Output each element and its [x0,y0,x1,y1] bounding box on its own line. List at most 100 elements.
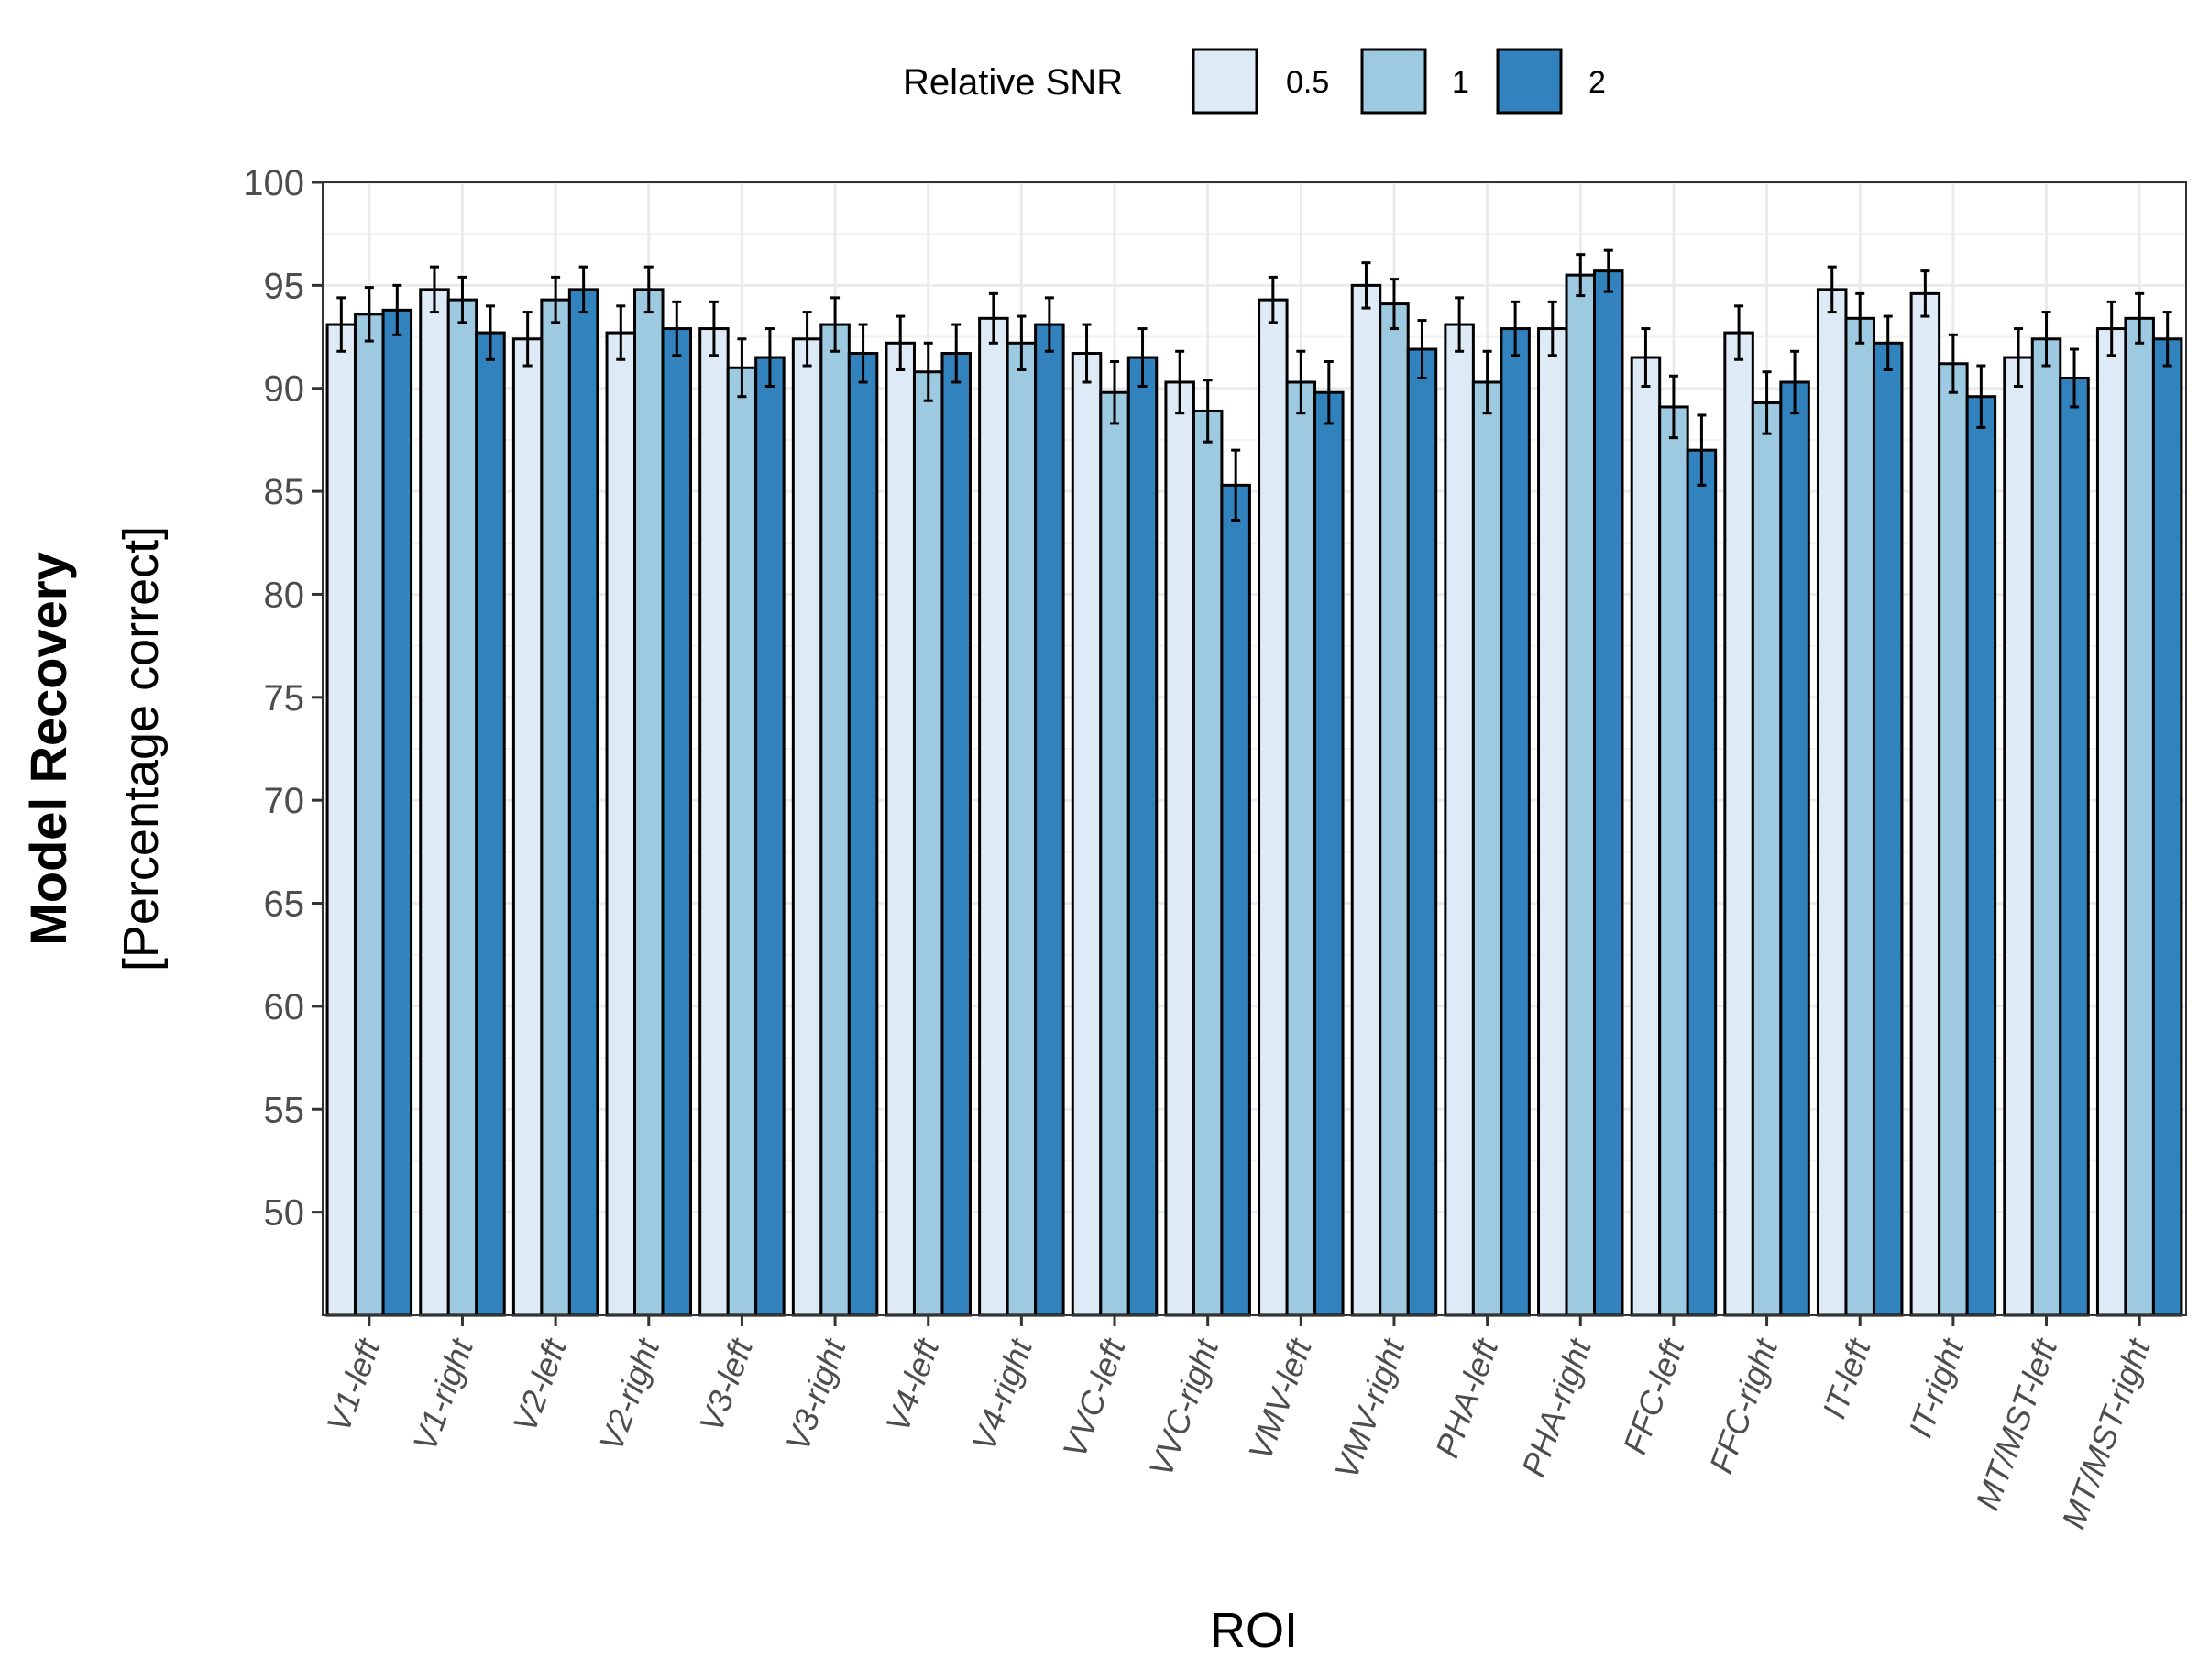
bar [419,288,450,1317]
bar [354,313,385,1317]
y-axis: 50 55 60 65 70 75 80 85 90 95 100 [243,163,323,1234]
bar [1285,380,1317,1317]
bar [1006,341,1038,1317]
error-bars [336,248,2172,522]
bar [1938,362,1969,1317]
bar [1192,409,1224,1317]
x-tick-label: IT-right [1901,1333,1972,1443]
bar [940,352,972,1317]
bar [791,337,823,1317]
x-axis-title: ROI [1210,1603,1298,1658]
x-axis: V1-left V1-right V2-left V2-right V3-left V3-… [319,1315,2158,1533]
bar [1164,380,1195,1317]
bar [819,323,851,1317]
bar [1593,269,1624,1317]
x-tick-label: V3-left [692,1333,761,1437]
legend-label: 0.5 [1286,65,1329,100]
x-tick-label: V2-right [592,1333,667,1455]
x-tick-label: V1-right [405,1333,480,1455]
bar [1350,283,1382,1317]
bar [475,331,506,1317]
legend-key [1496,48,1563,115]
bar [1099,390,1130,1317]
bar [1126,356,1159,1317]
legend-key [1192,48,1258,115]
x-tick-label: V1-left [319,1333,388,1437]
bar [511,337,544,1317]
bar [325,323,357,1317]
x-tick-label: FFC-left [1615,1333,1692,1459]
legend-label: 1 [1452,65,1469,100]
bar [1658,405,1689,1317]
bar [978,316,1009,1317]
bar [912,370,944,1317]
bar [540,298,571,1317]
y-tick-label: 75 [264,678,305,719]
x-tick-label: V2-left [506,1333,575,1437]
bar [1909,291,1941,1317]
y-tick-label: 65 [264,884,305,925]
bar [1471,380,1503,1317]
bar [754,356,786,1317]
bar [1034,323,1065,1317]
bar [1379,302,1410,1317]
legend-title: Relative SNR [903,62,1123,103]
legend-key [1360,48,1427,115]
bar [1630,356,1662,1317]
x-tick-label: IT-left [1815,1333,1879,1423]
bar [2124,316,2155,1317]
legend-label: 2 [1588,65,1606,100]
bar [1723,331,1754,1317]
bar [1872,341,1904,1317]
bar [1751,401,1783,1317]
x-tick-label: VMV-right [1327,1333,1412,1484]
y-tick-label: 100 [243,163,304,203]
bar [1220,483,1251,1317]
y-tick-label: 70 [264,781,305,821]
y-tick-label: 85 [264,472,305,512]
bar [605,331,637,1317]
bar [726,366,758,1317]
bar [2095,327,2127,1317]
y-tick-label: 60 [264,987,305,1027]
x-tick-label: PHA-left [1428,1333,1506,1463]
y-axis-title-main: Model Recovery [19,552,77,946]
y-tick-label: 95 [264,266,305,306]
bar [885,341,916,1317]
bar [1258,298,1289,1317]
bar [2003,356,2034,1317]
bar [847,352,879,1317]
bar [2059,376,2090,1317]
x-tick-label: VMV-left [1241,1333,1320,1465]
bar [1071,352,1103,1317]
x-tick-label: MT/MST-left [1968,1333,2065,1515]
bar [698,327,730,1317]
x-tick-label: VVC-left [1055,1333,1133,1463]
bar [446,298,478,1317]
x-tick-label: V4-right [964,1333,1039,1455]
y-tick-label: 55 [264,1090,305,1130]
x-tick-label: MT/MST-right [2054,1333,2158,1534]
x-tick-label: V3-right [778,1333,853,1455]
bar [1686,448,1718,1317]
x-tick-label: V4-left [878,1333,947,1437]
bar [1313,390,1345,1317]
bar [1565,273,1597,1317]
x-tick-label: VVC-right [1141,1333,1226,1482]
y-tick-label: 50 [264,1193,305,1234]
bar [2151,337,2183,1317]
bar [1844,316,1875,1317]
legend: Relative SNR 0.5 1 2 [903,48,1606,115]
y-tick-label: 90 [264,369,305,410]
bar [567,288,599,1317]
bar [661,327,693,1317]
x-tick-label: PHA-right [1514,1333,1599,1482]
bar [1444,323,1475,1317]
bar [633,288,665,1317]
plot-border [322,181,2187,1316]
bar [1816,288,1848,1317]
bar [1537,327,1568,1317]
bar [1965,395,1997,1317]
bar [381,308,413,1317]
